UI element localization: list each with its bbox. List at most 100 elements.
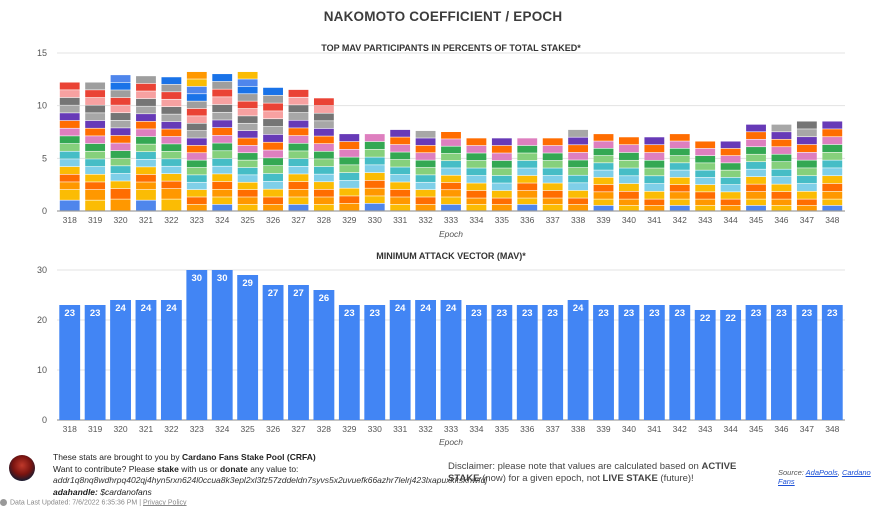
x-axis-label-1: Epoch [439, 437, 463, 447]
x-tick-label: 343 [698, 215, 712, 225]
mav-data-label: 23 [776, 308, 787, 319]
mav-data-label: 23 [90, 308, 101, 319]
stack-segment [669, 199, 690, 206]
stack-segment [364, 188, 385, 196]
donate-word: donate [219, 463, 248, 474]
mav-bar [84, 305, 106, 420]
stack-segment [796, 199, 817, 206]
stack-segment [644, 137, 665, 145]
stack-segment [593, 155, 614, 163]
stack-segment [466, 175, 487, 183]
stack-segment [212, 112, 233, 120]
stack-segment [644, 152, 665, 160]
stack-segment [593, 199, 614, 206]
stack-segment [517, 153, 538, 161]
stack-segment [644, 176, 665, 184]
x-tick-label: 340 [622, 424, 636, 434]
stack-segment [542, 190, 563, 198]
cardanofans-link[interactable]: Cardano Fans [778, 468, 871, 486]
y-tick-label: 5 [42, 153, 47, 163]
stack-segment [110, 166, 131, 174]
stack-segment [491, 145, 512, 153]
pool-name: Cardano Fans Stake Pool (CRFA) [182, 452, 316, 462]
stack-segment [313, 189, 334, 197]
adahandle-line: adahandle: $cardanofans [53, 487, 453, 499]
stack-segment [695, 184, 716, 192]
stack-segment [441, 139, 461, 146]
stack-segment [593, 141, 614, 149]
stack-segment [771, 162, 792, 169]
stack-segment [796, 205, 817, 211]
stack-segment [288, 128, 309, 136]
mav-data-label: 23 [802, 308, 813, 319]
stack-segment [110, 105, 131, 113]
x-tick-label: 319 [88, 215, 102, 225]
stack-segment [339, 134, 360, 142]
stack-segment [263, 126, 283, 135]
stack-segment [364, 196, 385, 204]
mav-data-label: 24 [166, 303, 177, 314]
x-tick-label: 326 [266, 424, 280, 434]
contribute-post: any value to: [247, 463, 299, 474]
stack-segment [415, 167, 436, 175]
stack-segment [136, 121, 156, 129]
stack-segment [263, 204, 283, 211]
stack-segment [85, 151, 106, 159]
stack-segment [288, 151, 309, 159]
stack-segment [746, 154, 766, 162]
mav-data-label: 23 [369, 308, 380, 319]
stack-segment [364, 203, 385, 211]
stack-segment [746, 124, 766, 132]
stack-segment [517, 183, 538, 191]
stack-segment [186, 94, 207, 101]
stack-segment [237, 182, 258, 190]
stack-segment [263, 181, 283, 189]
stack-segment [644, 160, 665, 168]
stack-segment [720, 170, 741, 178]
stack-segment [237, 123, 258, 131]
stack-segment [796, 152, 817, 160]
mav-data-label: 27 [268, 288, 279, 299]
stack-segment [441, 182, 461, 190]
x-tick-label: 326 [266, 215, 280, 225]
stack-segment [186, 167, 207, 175]
stack-segment [491, 153, 512, 161]
stack-segment [568, 190, 589, 198]
x-tick-label: 328 [317, 215, 331, 225]
stack-segment [136, 174, 156, 182]
stack-segment [339, 157, 360, 165]
stack-segment [720, 163, 741, 170]
privacy-policy-link[interactable]: Privacy Policy [142, 499, 187, 507]
y-tick-label: 10 [37, 365, 47, 375]
stack-segment [466, 168, 487, 176]
mav-data-label: 24 [141, 303, 152, 314]
mav-data-label: 27 [293, 288, 304, 299]
stack-segment [796, 160, 817, 168]
stack-segment [263, 111, 283, 119]
adapools-link[interactable]: AdaPools [805, 468, 838, 477]
stack-segment [237, 204, 258, 211]
stack-segment [237, 175, 258, 182]
stack-segment [619, 168, 639, 176]
stack-segment [746, 191, 766, 199]
donation-address[interactable]: addr1q8nq8wdhrpq402qj4hyn5rxn624l0ccua8k… [53, 475, 488, 485]
source-credit: Source: AdaPools, Cardano Fans [778, 468, 871, 486]
stack-segment [186, 123, 207, 131]
x-tick-label: 331 [393, 424, 407, 434]
stack-segment [85, 90, 106, 98]
stack-segment [441, 146, 461, 154]
stack-segment [186, 138, 207, 146]
stack-segment [390, 159, 411, 167]
stack-segment [136, 159, 156, 167]
stack-segment [110, 199, 131, 211]
stack-segment [237, 108, 258, 116]
page-title: NAKOMOTO COEFFICIENT / EPOCH [323, 9, 563, 24]
mav-bar [643, 305, 665, 420]
stack-segment [720, 199, 741, 206]
stack-segment [441, 161, 461, 168]
stack-segment [593, 184, 614, 192]
mav-data-label: 24 [573, 303, 584, 314]
stack-segment [212, 181, 233, 190]
mav-bar [618, 305, 640, 420]
